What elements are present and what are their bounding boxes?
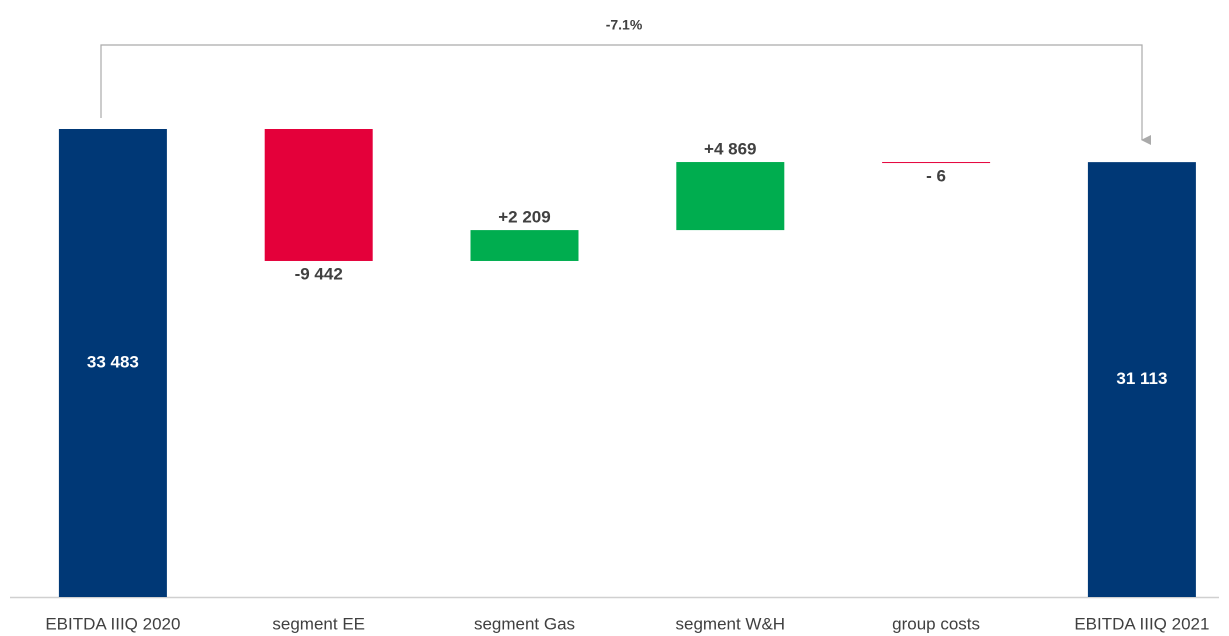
x-tick-label: EBITDA IIIQ 2020 [45, 614, 180, 633]
x-tick-label: group costs [892, 614, 980, 633]
change-bracket [100, 44, 1151, 145]
bar [882, 162, 991, 164]
value-label: +4 869 [704, 140, 756, 159]
value-label: - 6 [926, 167, 946, 186]
bar [676, 162, 785, 231]
change-label: -7.1% [606, 17, 643, 33]
x-tick-label: segment Gas [474, 614, 575, 633]
x-tick-label: segment W&H [676, 614, 786, 633]
value-label: 33 483 [87, 352, 139, 371]
bar [470, 230, 579, 261]
value-label: -9 442 [295, 264, 343, 283]
x-tick-label: EBITDA IIIQ 2021 [1074, 614, 1209, 633]
bar [58, 129, 167, 597]
value-label: 31 113 [1116, 369, 1167, 388]
x-tick-label: segment EE [272, 614, 365, 633]
value-label: +2 209 [498, 208, 550, 227]
bar [264, 129, 373, 261]
bar [1087, 162, 1196, 597]
